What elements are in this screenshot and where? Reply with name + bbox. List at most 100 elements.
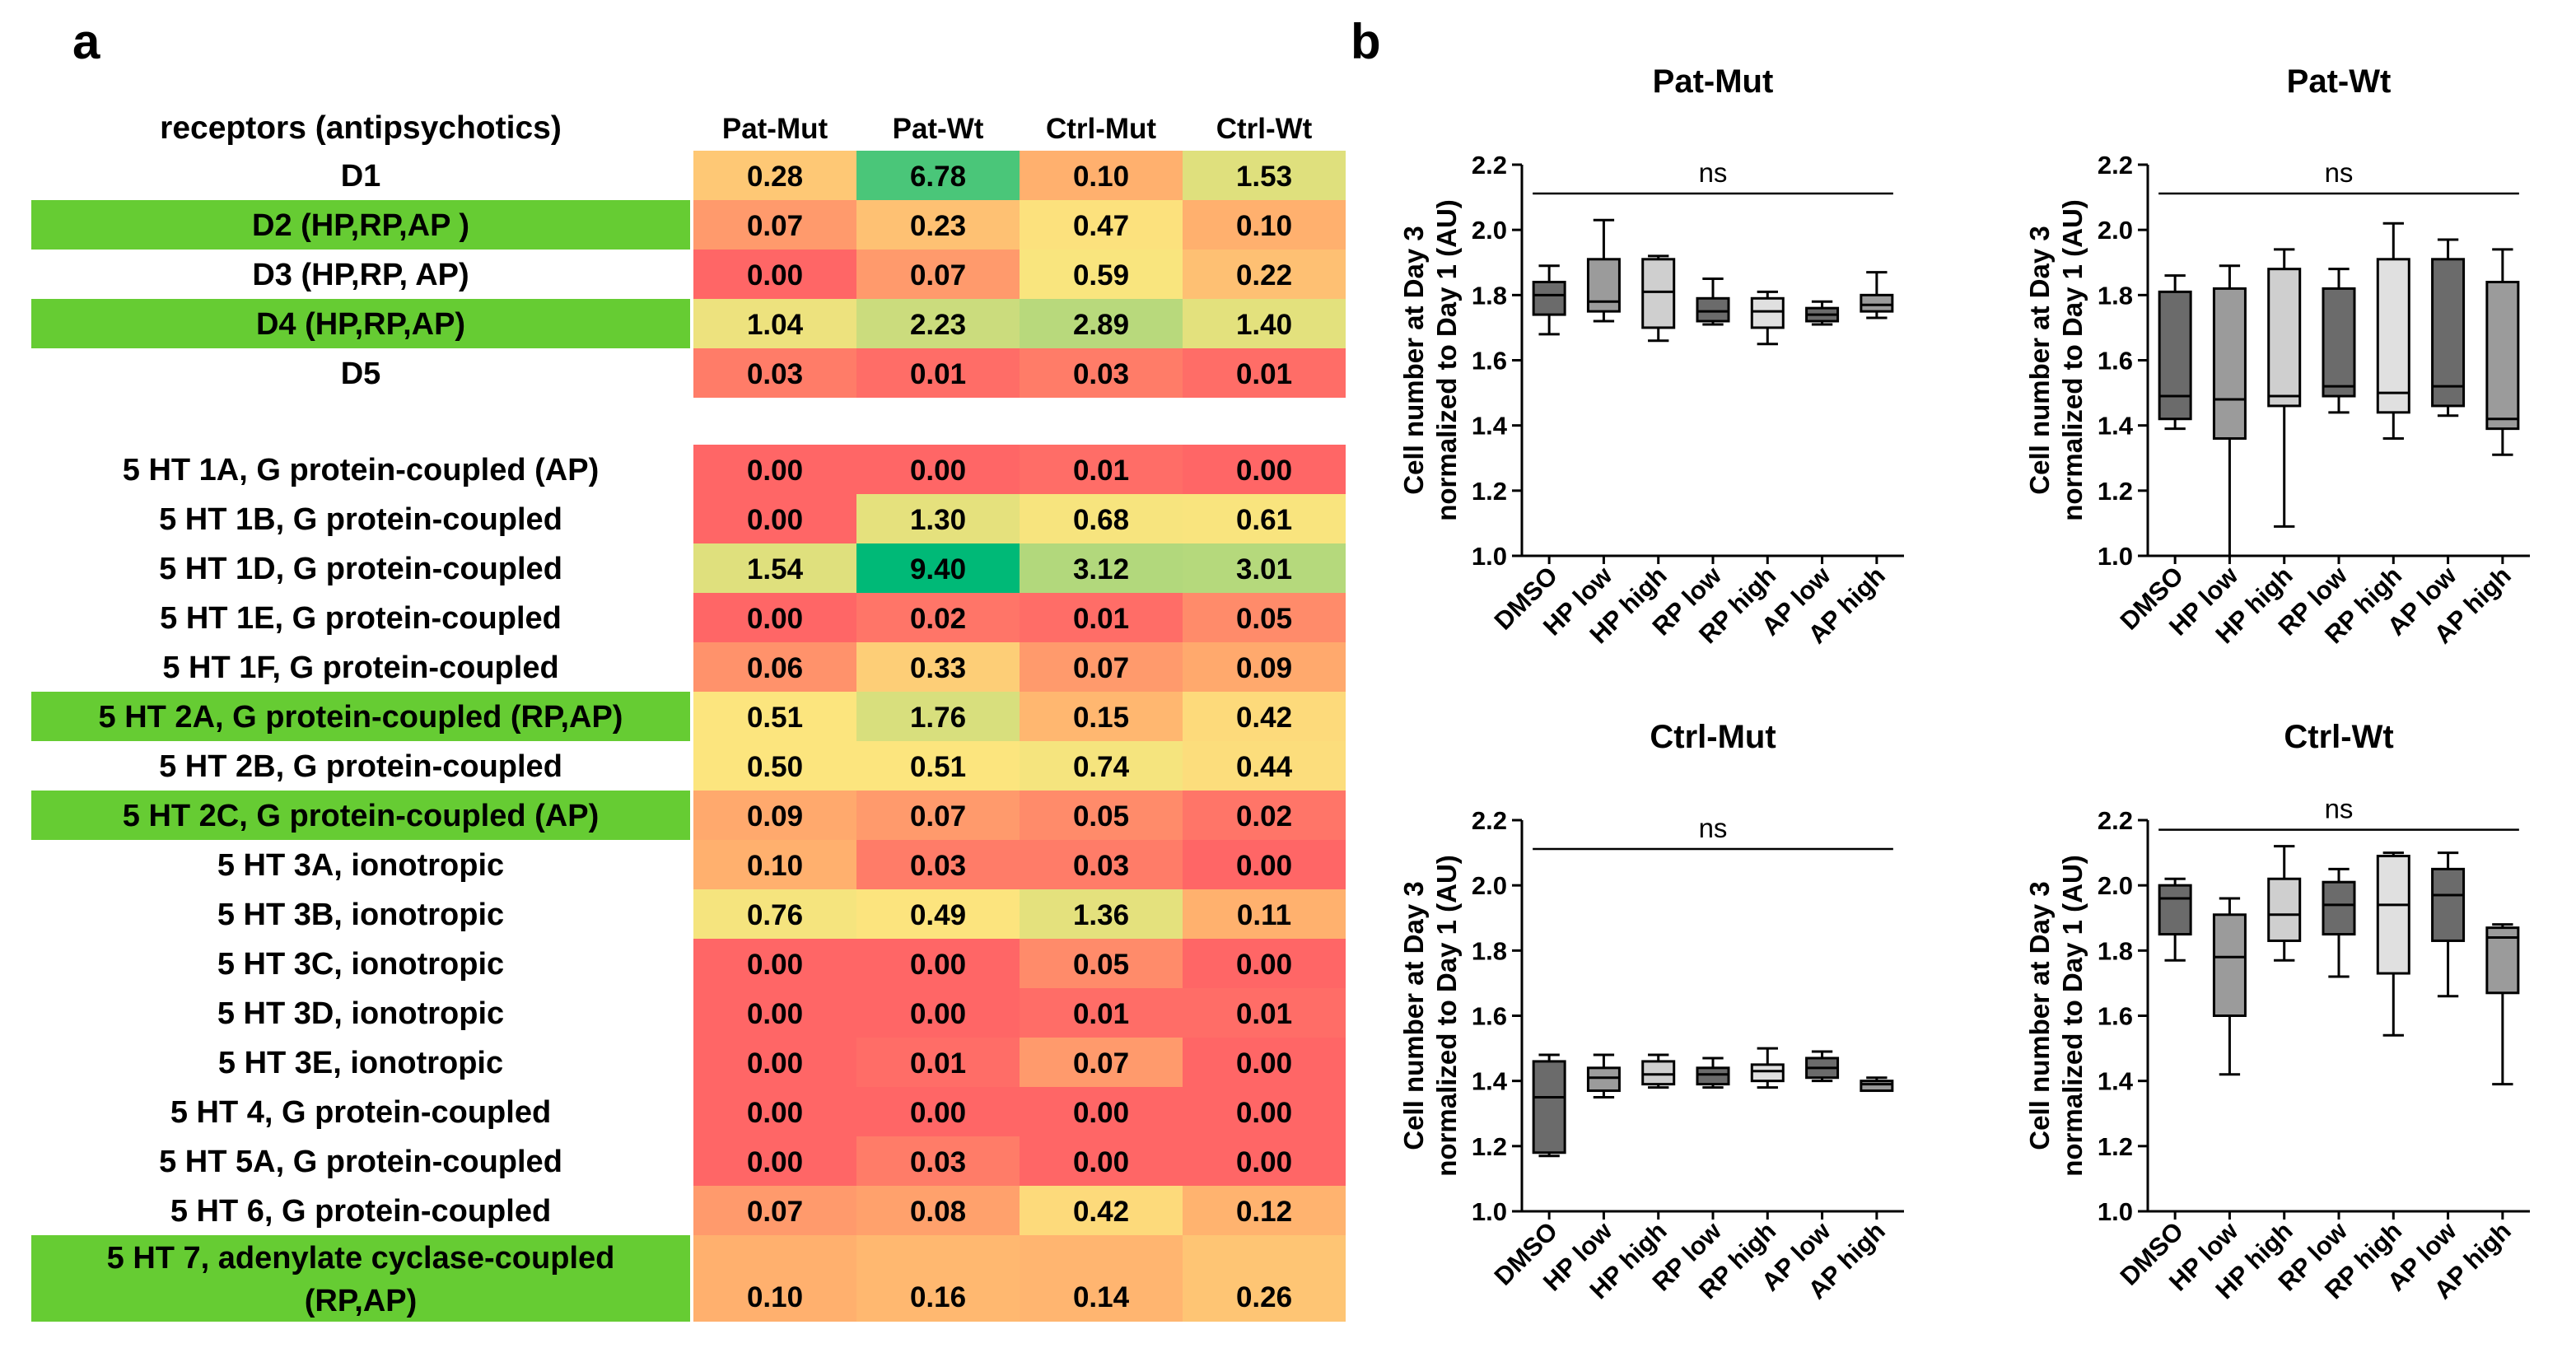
row-label: 5 HT 1B, G protein-coupled (159, 502, 562, 537)
heatmap-cell (1183, 791, 1346, 840)
significance-label: ns (2325, 794, 2354, 824)
heatmap-cell (693, 741, 856, 791)
cell-value: 0.10 (1073, 161, 1129, 193)
significance-label: ns (1699, 157, 1728, 188)
heatmap-cell (1183, 494, 1346, 543)
heatmap-cell (1020, 1087, 1183, 1136)
box (2376, 855, 2410, 975)
heatmap-cell (1183, 543, 1346, 593)
row-label: 5 HT 1E, G protein-coupled (160, 601, 562, 636)
heatmap-cell (856, 939, 1020, 988)
cell-value: 0.01 (1073, 455, 1129, 487)
box (2322, 287, 2356, 398)
box (1860, 293, 1894, 313)
box (1532, 281, 1566, 316)
cell-value: 0.03 (910, 850, 966, 882)
boxplot-ctrl-mut: Ctrl-Mut Cell number at Day 3normalized t… (1398, 719, 1904, 1304)
box (2158, 884, 2192, 936)
cell-value: 0.09 (747, 800, 803, 833)
heatmap-cell (856, 1087, 1020, 1136)
heatmap-cell (693, 840, 856, 889)
y-axis-label: Cell number at Day 3normalized to Day 1 … (2024, 199, 2088, 521)
heatmap-cell (1183, 200, 1346, 250)
heatmap-cell (693, 692, 856, 741)
y-tick-label: 1.8 (2098, 936, 2133, 965)
cell-value: 1.76 (910, 702, 966, 734)
cell-value: 0.03 (1073, 850, 1129, 882)
panel-label-a: a (72, 14, 100, 69)
heatmap-cell (856, 593, 1020, 642)
heatmap-cell (1183, 593, 1346, 642)
heatmap-cell (856, 200, 1020, 250)
box (2431, 867, 2466, 942)
row-label: D3 (HP,RP, AP) (252, 258, 469, 292)
cell-value: 2.23 (910, 309, 966, 341)
heatmap-cell (693, 988, 856, 1038)
heatmap-cell (856, 348, 1020, 398)
cell-value: 1.36 (1073, 899, 1129, 931)
cell-value: 0.00 (747, 998, 803, 1030)
cell-value: 0.10 (747, 850, 803, 882)
cell-value: 0.11 (1237, 899, 1291, 931)
cell-value: 0.49 (910, 899, 966, 931)
cell-value: 0.07 (1073, 652, 1129, 684)
cell-value: 0.42 (1073, 1196, 1129, 1228)
cell-value: 1.40 (1236, 309, 1292, 341)
row-label: 5 HT 1A, G protein-coupled (AP) (123, 453, 599, 487)
heatmap-cell (693, 642, 856, 692)
heatmap-cell (693, 593, 856, 642)
heatmap-cell (1020, 988, 1183, 1038)
cell-value: 0.03 (910, 1146, 966, 1178)
cell-value: 1.04 (747, 309, 804, 341)
box (2485, 281, 2520, 431)
heatmap-cell (1020, 543, 1183, 593)
cell-value: 0.00 (1236, 949, 1292, 981)
column-header: Ctrl-Wt (1216, 113, 1313, 145)
cell-value: 0.44 (1236, 751, 1293, 783)
cell-value: 0.02 (910, 603, 966, 635)
y-tick-label: 1.4 (2098, 1067, 2134, 1096)
y-tick-label: 1.4 (1472, 1067, 1508, 1096)
heatmap-cell (693, 1186, 856, 1235)
heatmap-cell (1183, 1038, 1346, 1087)
cell-value: 0.00 (910, 455, 966, 487)
y-axis-label: Cell number at Day 3normalized to Day 1 … (1398, 199, 1462, 521)
box (1586, 258, 1621, 313)
row-label: D4 (HP,RP,AP) (256, 307, 465, 342)
box (2431, 258, 2466, 408)
row-label: 5 HT 3B, ionotropic (217, 898, 504, 932)
heatmap-cell (856, 1186, 1020, 1235)
row-highlight (31, 692, 690, 741)
cell-value: 0.07 (747, 1196, 803, 1228)
y-tick-label: 2.0 (2098, 216, 2133, 245)
y-tick-label: 1.4 (2098, 412, 2134, 441)
heatmap-cell (693, 939, 856, 988)
cell-value: 0.09 (1236, 652, 1292, 684)
cell-value: 0.50 (747, 751, 803, 783)
y-tick-label: 1.2 (1472, 1132, 1507, 1161)
cell-value: 0.51 (747, 702, 803, 734)
cell-value: 0.03 (747, 358, 803, 390)
cell-value: 0.00 (1073, 1146, 1129, 1178)
heatmap-cell (1183, 1235, 1346, 1322)
cell-value: 0.59 (1073, 259, 1129, 292)
plot-title: Ctrl-Mut (1650, 719, 1776, 755)
receptor-heatmap: receptors (antipsychotics) Pat-Mut Pat-Wt C… (31, 110, 1346, 1322)
row-label: 5 HT 7, adenylate cyclase-coupled (RP,AP) (107, 1241, 615, 1318)
row-label: 5 HT 2B, G protein-coupled (159, 749, 562, 784)
heatmap-cell (693, 494, 856, 543)
heatmap-cell (1183, 939, 1346, 988)
cell-value: 0.07 (747, 210, 803, 242)
cell-value: 0.00 (747, 259, 803, 292)
cell-value: 0.05 (1236, 603, 1292, 635)
heatmap-cell (856, 840, 1020, 889)
cell-value: 0.01 (910, 358, 966, 390)
heatmap-cell (693, 445, 856, 494)
y-tick-label: 1.2 (1472, 477, 1507, 506)
heatmap-cell (693, 1038, 856, 1087)
cell-value: 0.08 (910, 1196, 966, 1228)
cell-value: 0.07 (910, 800, 966, 833)
cell-value: 0.05 (1073, 800, 1129, 833)
row-label: 5 HT 3D, ionotropic (217, 996, 504, 1031)
cell-value: 0.14 (1073, 1281, 1130, 1313)
